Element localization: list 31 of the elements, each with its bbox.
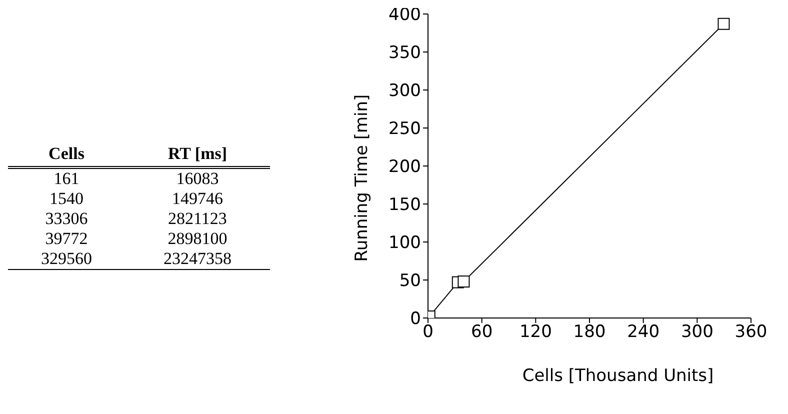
y-tick-label: 0 <box>410 309 421 330</box>
text: 16083 <box>175 168 220 189</box>
text: 2898100 <box>166 229 228 249</box>
x-tick-label: 180 <box>573 322 606 342</box>
y-tick-label: 200 <box>388 157 421 178</box>
x-tick-label: 240 <box>627 322 660 342</box>
x-tick-label: 300 <box>680 322 714 342</box>
y-tick-label: 100 <box>388 233 421 254</box>
text: 149746 <box>170 189 224 209</box>
x-tick-label: 60 <box>471 322 493 342</box>
x-tick-label: 120 <box>519 322 552 342</box>
point <box>718 18 730 30</box>
text: 1540 <box>48 189 84 209</box>
text: 23247358 <box>162 249 232 270</box>
text: Cells <box>48 143 86 165</box>
text: RT [ms] <box>166 143 228 165</box>
y-tick-label: 250 <box>388 119 421 140</box>
point <box>458 276 470 288</box>
text: 33306 <box>44 209 89 229</box>
y-tick-label: 300 <box>388 81 421 102</box>
y-tick-label: 350 <box>388 43 421 64</box>
x-tick-label: 360 <box>734 322 768 342</box>
x-axis-title: Cells [Thousand Units] <box>522 366 714 386</box>
x-tick-label: 0 <box>422 322 434 342</box>
y-axis-title: Running Time [min] <box>352 94 372 262</box>
y-tick-label: 50 <box>399 271 421 292</box>
text: 39772 <box>44 229 89 249</box>
y-tick-label: 150 <box>388 195 421 216</box>
text: 161 <box>52 168 80 189</box>
text: 329560 <box>40 249 93 270</box>
text: 2821123 <box>167 209 228 229</box>
